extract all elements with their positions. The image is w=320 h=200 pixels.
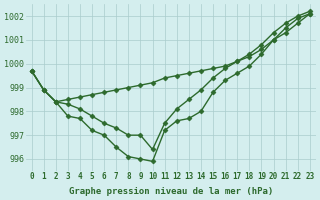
- X-axis label: Graphe pression niveau de la mer (hPa): Graphe pression niveau de la mer (hPa): [68, 187, 273, 196]
